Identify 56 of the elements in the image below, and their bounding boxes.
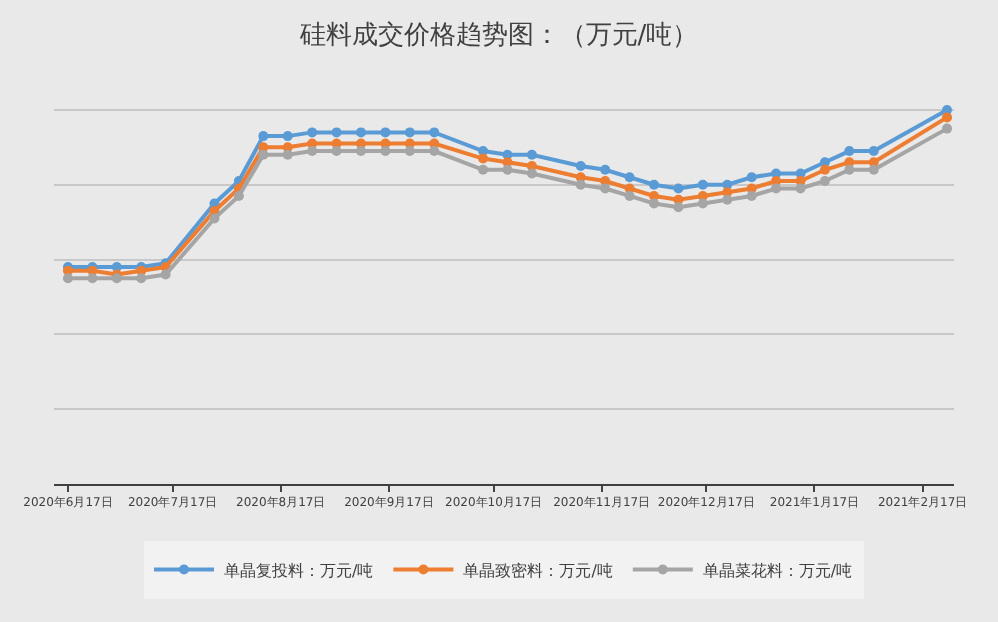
point bbox=[795, 183, 806, 194]
point bbox=[771, 183, 782, 194]
point bbox=[404, 146, 415, 157]
point bbox=[746, 172, 757, 183]
point bbox=[87, 273, 98, 284]
point bbox=[160, 269, 171, 280]
point bbox=[502, 164, 513, 175]
point bbox=[722, 194, 733, 205]
point bbox=[478, 164, 489, 175]
point bbox=[355, 146, 366, 157]
legend-label: 单晶菜花料：万元/吨 bbox=[702, 561, 853, 580]
point bbox=[575, 161, 586, 172]
point bbox=[868, 164, 879, 175]
point bbox=[331, 146, 342, 157]
point bbox=[746, 190, 757, 201]
point bbox=[649, 179, 659, 190]
point bbox=[624, 172, 635, 183]
point bbox=[258, 131, 269, 142]
point bbox=[429, 146, 440, 157]
point bbox=[478, 153, 489, 164]
point bbox=[282, 149, 293, 160]
point bbox=[380, 146, 391, 157]
point bbox=[697, 179, 708, 190]
point bbox=[942, 112, 953, 123]
point bbox=[624, 190, 635, 201]
point bbox=[673, 183, 684, 194]
point bbox=[526, 149, 537, 160]
point bbox=[307, 127, 318, 138]
point bbox=[844, 164, 855, 175]
point bbox=[600, 164, 611, 175]
point bbox=[942, 123, 953, 134]
point bbox=[404, 127, 415, 138]
point bbox=[429, 127, 440, 138]
point bbox=[331, 127, 342, 138]
point bbox=[136, 273, 147, 284]
point bbox=[209, 213, 220, 224]
point bbox=[307, 146, 318, 157]
point bbox=[62, 273, 73, 284]
point bbox=[819, 176, 830, 186]
point bbox=[355, 127, 366, 138]
point bbox=[844, 146, 855, 157]
point bbox=[697, 198, 708, 209]
point bbox=[819, 164, 830, 175]
point bbox=[380, 127, 391, 138]
point bbox=[673, 202, 684, 213]
point bbox=[526, 168, 537, 179]
point bbox=[868, 146, 879, 157]
point bbox=[575, 179, 586, 190]
point bbox=[258, 149, 269, 160]
chart-title: 硅料成交价格趋势图：（万元/吨） bbox=[297, 19, 699, 52]
point bbox=[233, 190, 244, 201]
point bbox=[600, 183, 611, 194]
legend-label: 单晶复投料：万元/吨 bbox=[224, 561, 374, 580]
point bbox=[649, 198, 659, 209]
point bbox=[282, 131, 293, 142]
legend-label: 单晶致密料：万元/吨 bbox=[463, 561, 613, 580]
